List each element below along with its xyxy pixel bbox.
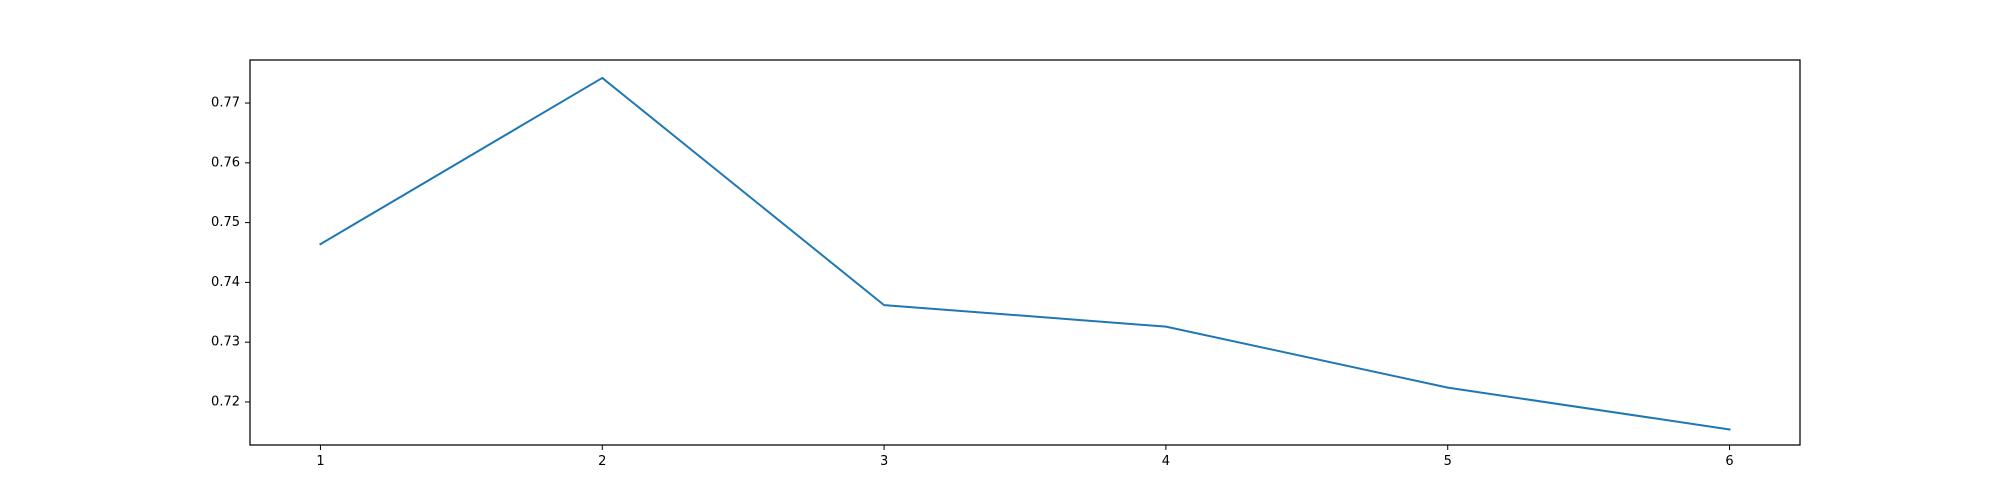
- y-tick-label-2: 0.74: [211, 275, 240, 290]
- x-tick-label-1: 2: [598, 454, 606, 469]
- plot-area-frame: [249, 59, 1801, 446]
- y-tick-label-1: 0.73: [211, 335, 240, 350]
- series-layer: [319, 76, 1731, 431]
- y-tick-label-3: 0.75: [211, 215, 240, 230]
- x-tick-label-0: 1: [316, 454, 324, 469]
- plot-area-background: [250, 60, 1800, 445]
- series-line-0: [319, 76, 1731, 431]
- y-tick-label-5: 0.77: [211, 96, 240, 111]
- y-tick-label-0: 0.72: [211, 394, 240, 409]
- y-tick-label-4: 0.76: [211, 155, 240, 170]
- x-tick-label-5: 6: [1725, 454, 1733, 469]
- x-tick-label-4: 5: [1444, 454, 1452, 469]
- x-tick-label-3: 4: [1162, 454, 1170, 469]
- x-tick-label-2: 3: [880, 454, 888, 469]
- x-axis-ticks: 1 2 3 4 5 6: [316, 445, 1734, 469]
- y-axis-ticks: 0.72 0.73 0.74 0.75 0.76 0.77: [211, 96, 250, 409]
